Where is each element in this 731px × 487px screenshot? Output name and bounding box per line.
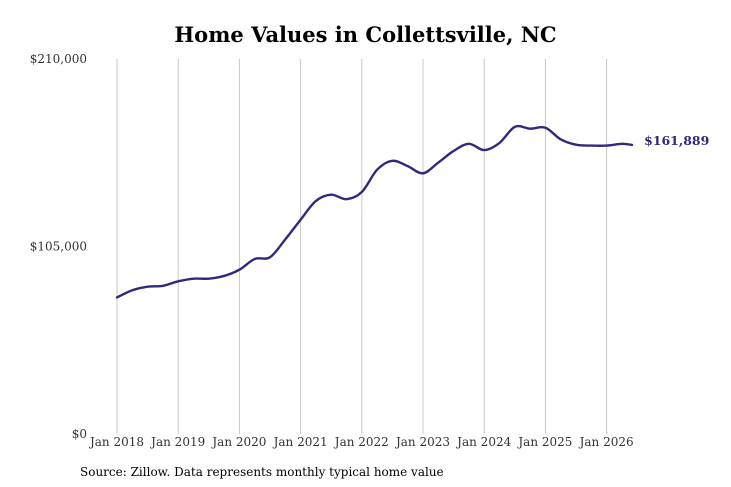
series-layer bbox=[115, 124, 634, 299]
y-tick-label: $210,000 bbox=[30, 52, 87, 66]
x-tick-label: Jan 2018 bbox=[88, 435, 144, 449]
x-tick-label: Jan 2026 bbox=[578, 435, 634, 449]
source-note: Source: Zillow. Data represents monthly … bbox=[80, 465, 444, 479]
y-tick-label: $0 bbox=[72, 427, 87, 441]
x-tick-label: Jan 2020 bbox=[210, 435, 266, 449]
x-tick-label: Jan 2023 bbox=[394, 435, 450, 449]
chart-title: Home Values in Collettsville, NC bbox=[174, 22, 557, 47]
grid-lines bbox=[116, 59, 608, 434]
x-tick-label: Jan 2019 bbox=[149, 435, 205, 449]
x-tick-label: Jan 2024 bbox=[455, 435, 511, 449]
x-tick-label: Jan 2022 bbox=[333, 435, 389, 449]
end-value-label: $161,889 bbox=[644, 133, 709, 148]
x-tick-label: Jan 2021 bbox=[272, 435, 328, 449]
y-tick-label: $105,000 bbox=[30, 240, 87, 254]
series-line bbox=[115, 124, 634, 299]
end-label-layer: $161,889 bbox=[644, 133, 709, 148]
x-axis-labels: Jan 2018 Jan 2019 Jan 2020 Jan 2021 Jan 2022… bbox=[88, 435, 634, 449]
x-tick-label: Jan 2025 bbox=[516, 435, 572, 449]
y-axis-labels: $0 $105,000 $210,000 bbox=[30, 52, 87, 441]
